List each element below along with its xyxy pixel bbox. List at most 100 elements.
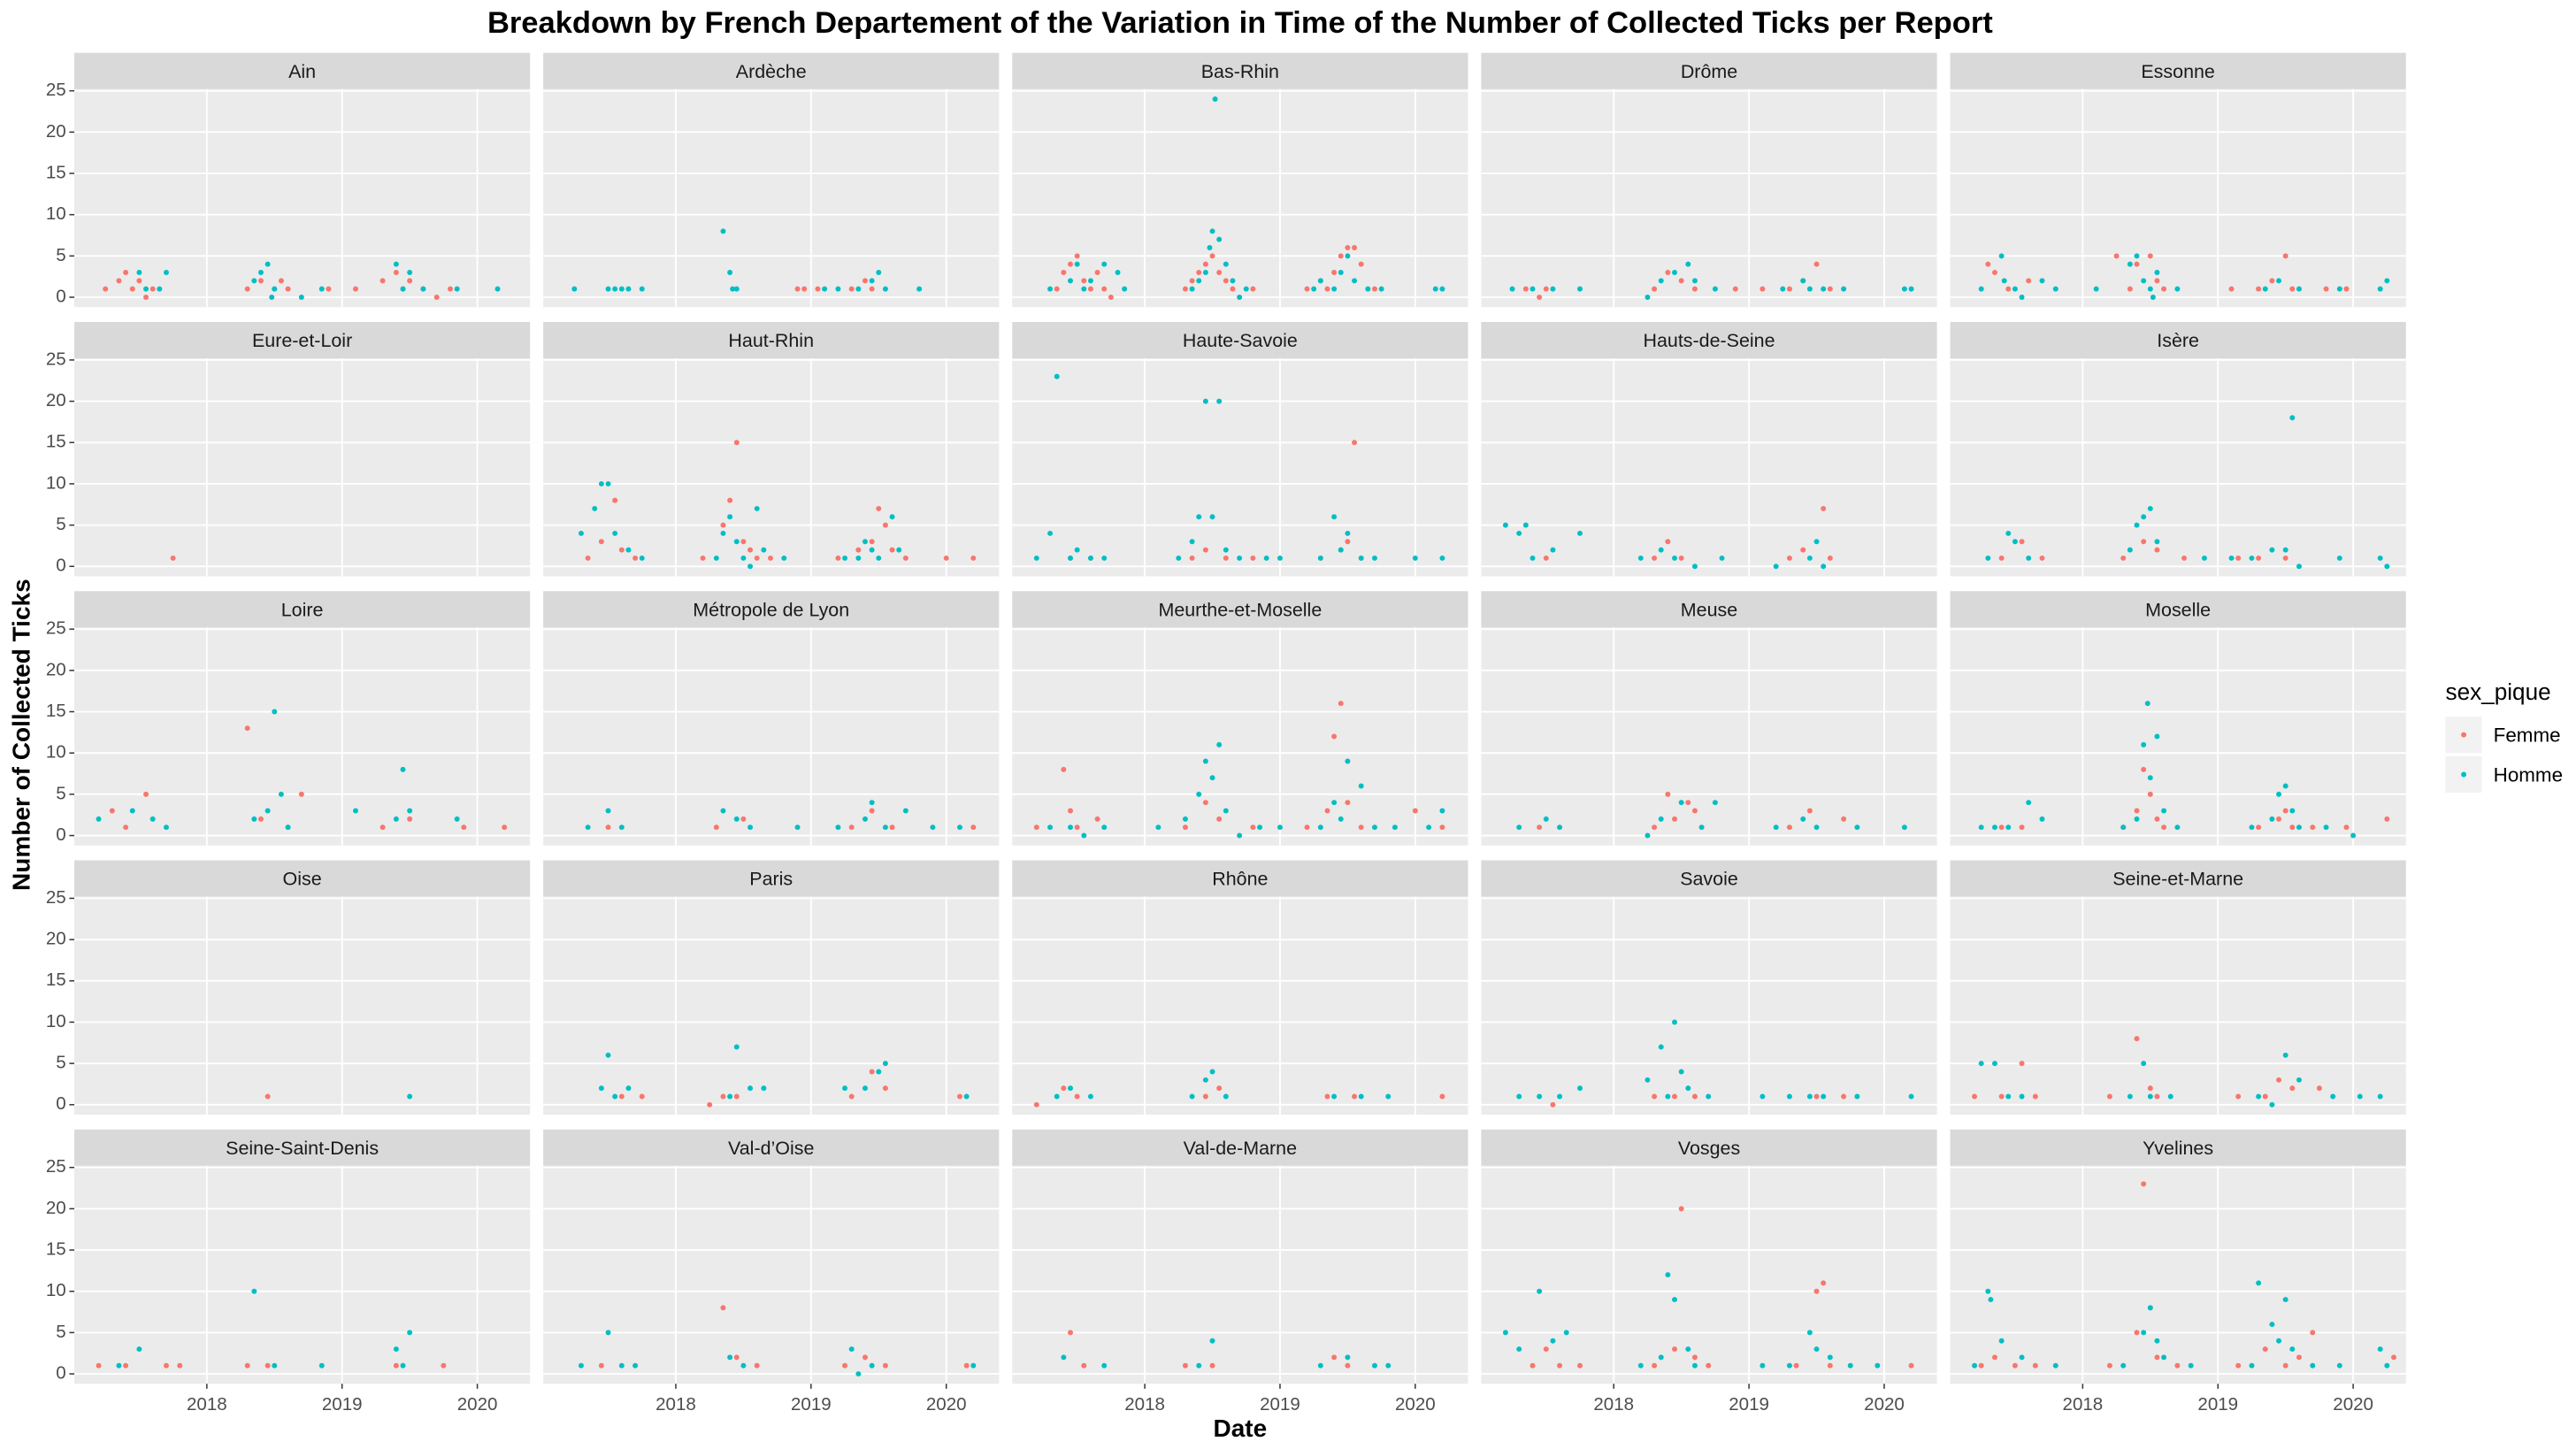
y-tick-label: 20 — [46, 659, 66, 679]
data-point — [1209, 228, 1215, 234]
x-tick-label: 2020 — [1395, 1394, 1436, 1414]
data-point — [2154, 547, 2160, 553]
data-point — [842, 1085, 848, 1092]
data-point — [1087, 1093, 1093, 1100]
data-point — [618, 824, 625, 831]
data-point — [1991, 1354, 1997, 1361]
data-point — [1250, 286, 1256, 292]
panel — [1950, 1165, 2406, 1384]
data-point — [1317, 1362, 1323, 1368]
data-point — [1371, 1362, 1377, 1368]
data-point — [163, 270, 169, 275]
data-point — [1223, 547, 1229, 553]
data-point — [2269, 1101, 2275, 1108]
data-point — [1577, 1085, 1583, 1092]
facet-title: Bas-Rhin — [1201, 61, 1279, 82]
data-point — [177, 1362, 183, 1368]
data-point — [1074, 1093, 1080, 1100]
data-point — [855, 547, 862, 553]
data-point — [882, 286, 888, 292]
data-point — [1691, 564, 1698, 570]
data-point — [1276, 555, 1283, 561]
data-point — [2249, 824, 2255, 831]
data-point — [2001, 278, 2007, 284]
data-point — [433, 295, 440, 300]
data-point — [639, 1093, 645, 1100]
data-point — [1821, 564, 1827, 570]
panel — [543, 896, 1000, 1115]
data-point — [1237, 555, 1243, 561]
data-point — [1841, 286, 1847, 292]
panel — [1012, 358, 1468, 577]
y-tick-label: 10 — [46, 1011, 66, 1031]
x-tick-label: 2020 — [926, 1394, 967, 1414]
data-point — [1978, 1061, 1984, 1067]
data-point — [1317, 278, 1323, 284]
data-point — [1202, 261, 1208, 267]
data-point — [862, 539, 868, 545]
data-point — [1827, 1362, 1833, 1368]
panel — [1481, 896, 1937, 1115]
data-point — [848, 1346, 855, 1353]
data-point — [1786, 555, 1792, 561]
data-point — [2235, 1093, 2242, 1100]
data-point — [862, 278, 868, 284]
data-point — [963, 1362, 970, 1368]
data-point — [1658, 816, 1664, 822]
data-point — [1304, 286, 1310, 292]
data-point — [740, 1362, 747, 1368]
data-point — [2289, 1085, 2296, 1092]
data-point — [2154, 539, 2160, 545]
data-point — [618, 1362, 625, 1368]
data-point — [1991, 270, 1997, 275]
data-point — [136, 278, 142, 284]
data-point — [2147, 286, 2153, 292]
y-tick-label: 0 — [56, 556, 65, 576]
data-point — [720, 522, 726, 528]
data-point — [1652, 1093, 1658, 1100]
y-tick-label: 25 — [46, 80, 66, 100]
data-point — [2161, 824, 2167, 831]
data-point — [1212, 96, 1218, 102]
data-point — [1358, 783, 1364, 789]
data-point — [1189, 286, 1195, 292]
data-point — [1672, 555, 1678, 561]
data-point — [1577, 1362, 1583, 1368]
data-point — [1691, 1354, 1698, 1361]
data-point — [1685, 1346, 1691, 1353]
data-point — [272, 1362, 278, 1368]
data-point — [1182, 1362, 1188, 1368]
data-point — [420, 286, 426, 292]
data-point — [612, 286, 618, 292]
strip — [1950, 591, 2406, 628]
facet-title: Val-d’Oise — [728, 1138, 814, 1159]
data-point — [2039, 278, 2045, 284]
data-point — [272, 709, 278, 715]
data-point — [801, 286, 808, 292]
x-tick-label: 2018 — [656, 1394, 696, 1414]
data-point — [612, 497, 618, 503]
data-point — [1985, 261, 1991, 267]
data-point — [2012, 539, 2018, 545]
y-tick-label: 20 — [46, 929, 66, 949]
data-point — [970, 1362, 977, 1368]
data-point — [1439, 1093, 1445, 1100]
y-tick-label: 5 — [56, 245, 65, 265]
data-point — [1230, 278, 1236, 284]
data-point — [2127, 261, 2133, 267]
data-point — [598, 539, 604, 545]
data-point — [2282, 1052, 2288, 1058]
data-point — [353, 286, 358, 292]
data-point — [1985, 555, 1991, 561]
data-point — [1644, 295, 1651, 300]
data-point — [1550, 547, 1556, 553]
data-point — [720, 228, 726, 234]
data-point — [1202, 800, 1208, 806]
data-point — [2310, 1362, 2316, 1368]
data-point — [902, 555, 908, 561]
data-point — [2154, 816, 2160, 822]
data-point — [1821, 1280, 1827, 1286]
data-point — [625, 1085, 632, 1092]
data-point — [2147, 505, 2153, 511]
facet-title: Val-de-Marne — [1184, 1138, 1297, 1159]
